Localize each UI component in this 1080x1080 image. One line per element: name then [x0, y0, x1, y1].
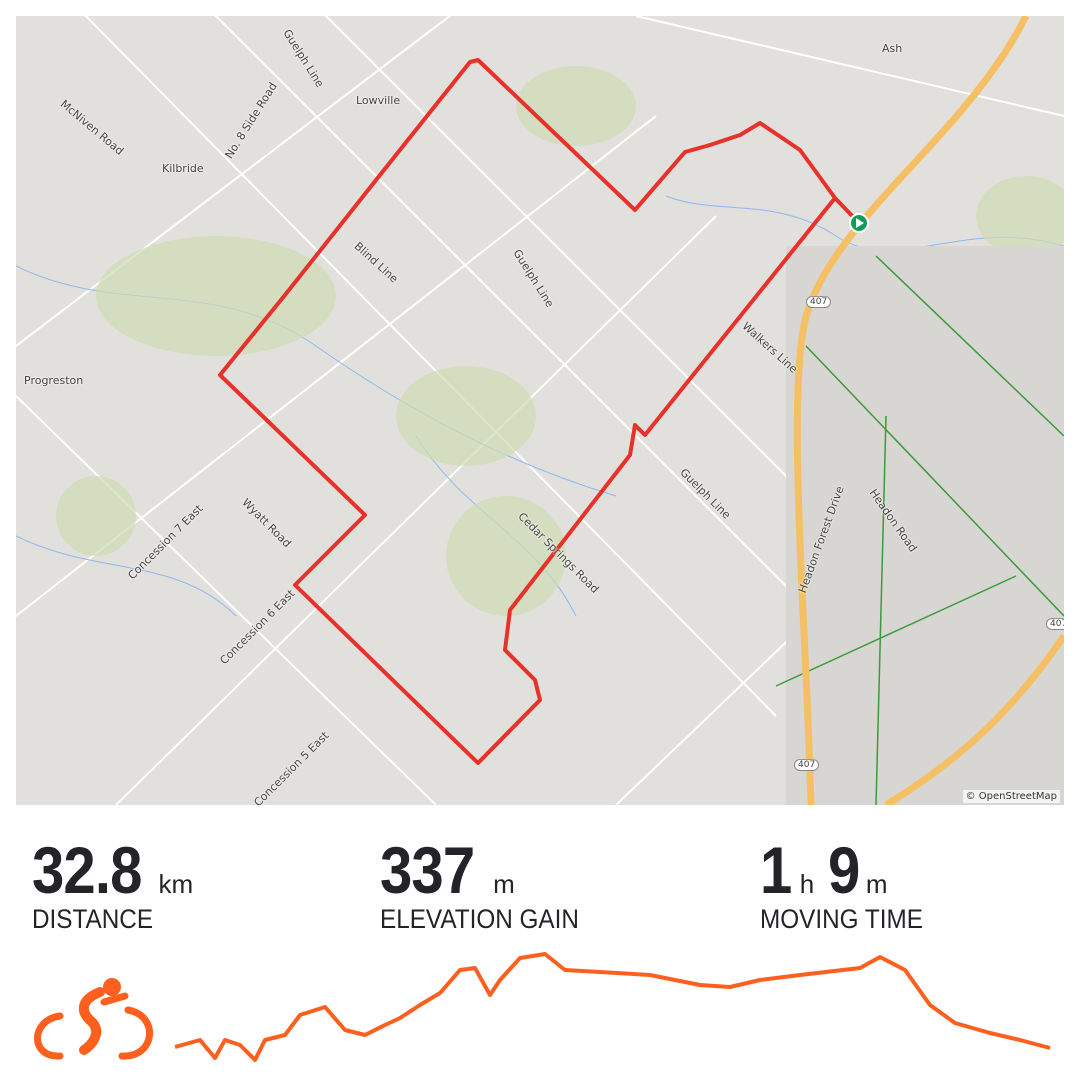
distance-stat: 32.8 km [32, 832, 193, 908]
distance-value: 32.8 [32, 833, 142, 907]
map-label: Kilbride [162, 162, 204, 175]
highway-shield: 407 [806, 296, 832, 308]
map-label: Lowville [356, 94, 401, 107]
elevation-profile [174, 952, 1051, 1062]
map-attribution[interactable]: © OpenStreetMap [962, 790, 1060, 803]
highway-shield: 407 [794, 759, 820, 771]
minutes-unit: m [865, 869, 888, 899]
map-label: Ash [882, 42, 903, 55]
highway-shield: 407 [1046, 618, 1064, 630]
hours-value: 1 [760, 833, 792, 907]
elevation-label: ELEVATION GAIN [380, 904, 579, 934]
moving-time-label: MOVING TIME [760, 904, 923, 934]
elevation-value: 337 [380, 833, 475, 907]
activity-footer [34, 952, 1051, 1062]
distance-unit: km [158, 869, 194, 899]
route-map[interactable]: Guelph Line Lowville Kilbride McNiven Ro… [16, 16, 1064, 805]
minutes-value: 9 [828, 833, 860, 907]
cycling-icon [34, 978, 154, 1060]
elevation-unit: m [493, 869, 515, 899]
hours-unit: h [799, 869, 815, 899]
elevation-stat: 337 m [380, 832, 515, 908]
start-marker [849, 213, 869, 233]
route-line [218, 58, 860, 765]
distance-label: DISTANCE [32, 904, 154, 934]
map-base [16, 16, 1064, 805]
map-label: Progreston [24, 374, 84, 387]
